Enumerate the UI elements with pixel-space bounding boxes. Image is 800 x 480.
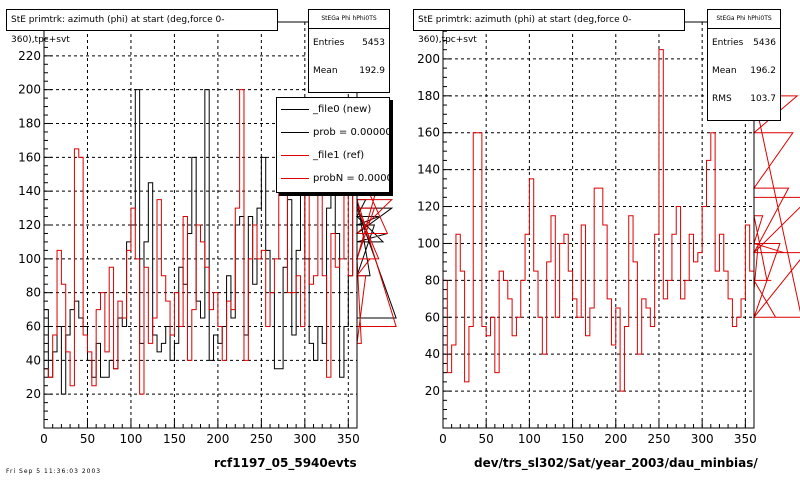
panel1-y-tick-label: 40 (26, 353, 41, 367)
panel2-x-tick-label: 0 (439, 432, 447, 446)
panel2-x-tick-label: 100 (518, 432, 541, 446)
panel1-x-tick-label: 200 (206, 432, 229, 446)
left-stats-row-entries: Entries 5453 (309, 29, 389, 57)
legend: _file0 (new) prob = 0.000000 _file1 (ref… (276, 97, 390, 193)
right-title-text: StE primtrk: azimuth (phi) at start (deg… (418, 15, 632, 45)
legend-swatch-probn (281, 178, 309, 179)
panel1-y-tick-label: 100 (18, 252, 41, 266)
right-stats-box: StEGa Phi hPhi0TS Entries 5436 Mean 196.… (707, 9, 781, 121)
panel1-x-tick-label: 350 (337, 432, 360, 446)
right-stats-row-entries: Entries 5436 (708, 29, 780, 57)
panel2-y-tick-label: 60 (425, 310, 440, 324)
panel1-x-tick-label: 300 (293, 432, 316, 446)
right-stats-row-mean: Mean 196.2 (708, 57, 780, 85)
panel2-y-tick-label: 180 (417, 89, 440, 103)
legend-swatch-prob (281, 132, 309, 133)
stats-value: 192.9 (359, 66, 385, 76)
panel2-y-tick-label: 140 (417, 163, 440, 177)
stats-label: Entries (712, 38, 744, 48)
panel1-x-tick-label: 250 (250, 432, 273, 446)
panel2-series-1-line (442, 49, 800, 428)
footer-timestamp: Fri Sep 5 11:36:03 2003 (6, 468, 102, 475)
stats-label: RMS (712, 94, 732, 104)
legend-entry-new: _file0 (new) (277, 98, 389, 121)
stats-label: Mean (313, 66, 338, 76)
right-x-caption: dev/trs_sl302/Sat/year_2003/dau_minbias/ (474, 456, 758, 470)
stats-value: 196.2 (750, 66, 776, 76)
left-x-caption: rcf1197_05_5940evts (214, 456, 357, 470)
legend-label: prob = 0.000000 (313, 127, 390, 138)
legend-label: _file1 (ref) (313, 150, 365, 161)
stats-value: 103.7 (750, 94, 776, 104)
panel1-x-tick-label: 100 (119, 432, 142, 446)
panel1-y-tick-label: 200 (18, 83, 41, 97)
panel1-y-tick-label: 60 (26, 320, 41, 334)
panel2-x-tick-label: 350 (734, 432, 757, 446)
left-stats-row-mean: Mean 192.9 (309, 57, 389, 85)
panel2-x-tick-label: 200 (604, 432, 627, 446)
panel2-x-tick-label: 150 (561, 432, 584, 446)
panel2-y-tick-label: 20 (425, 384, 440, 398)
right-title-box: StE primtrk: azimuth (phi) at start (deg… (413, 9, 685, 45)
panel1-series-2-line (43, 89, 397, 428)
panel1-x-tick-label: 150 (163, 432, 186, 446)
legend-entry-probn: probN = 0.000000 (277, 167, 389, 190)
panel2-y-tick-label: 160 (417, 126, 440, 140)
panel1-y-tick-label: 160 (18, 150, 41, 164)
legend-entry-prob: prob = 0.000000 (277, 121, 389, 144)
panel2-y-tick-label: 100 (417, 236, 440, 250)
panel1-y-tick-label: 120 (18, 218, 41, 232)
left-title-box: StE primtrk: azimuth (phi) at start (deg… (6, 9, 278, 45)
panel2-y-tick-label: 120 (417, 200, 440, 214)
right-stats-row-rms: RMS 103.7 (708, 85, 780, 113)
legend-label: probN = 0.000000 (313, 173, 389, 184)
panel2-x-tick-label: 250 (648, 432, 671, 446)
stats-value: 5453 (362, 38, 385, 48)
panel1-x-tick-label: 0 (40, 432, 48, 446)
panel2-y-tick-label: 200 (417, 52, 440, 66)
stats-label: Entries (313, 38, 345, 48)
stats-label: Mean (712, 66, 737, 76)
legend-label: _file0 (new) (313, 104, 372, 115)
left-stats-header: StEGa Phi hPhi0TS (309, 10, 389, 29)
panel1-y-tick-label: 180 (18, 117, 41, 131)
right-stats-header: StEGa Phi hPhi0TS (708, 10, 780, 29)
panel2-x-tick-label: 50 (479, 432, 494, 446)
panel1-y-tick-label: 80 (26, 286, 41, 300)
legend-swatch-new (281, 109, 309, 110)
panel2-x-tick-label: 300 (691, 432, 714, 446)
panel2-y-tick-label: 40 (425, 347, 440, 361)
legend-swatch-ref (281, 155, 309, 156)
left-stats-box: StEGa Phi hPhi0TS Entries 5453 Mean 192.… (308, 9, 390, 93)
stats-value: 5436 (753, 38, 776, 48)
panel1-y-tick-label: 140 (18, 184, 41, 198)
panel2-y-tick-label: 80 (425, 273, 440, 287)
panel1-x-tick-label: 50 (80, 432, 95, 446)
legend-entry-ref: _file1 (ref) (277, 144, 389, 167)
left-title-text: StE primtrk: azimuth (phi) at start (deg… (11, 15, 225, 45)
panel1-y-tick-label: 220 (18, 49, 41, 63)
panel1-y-tick-label: 20 (26, 387, 41, 401)
